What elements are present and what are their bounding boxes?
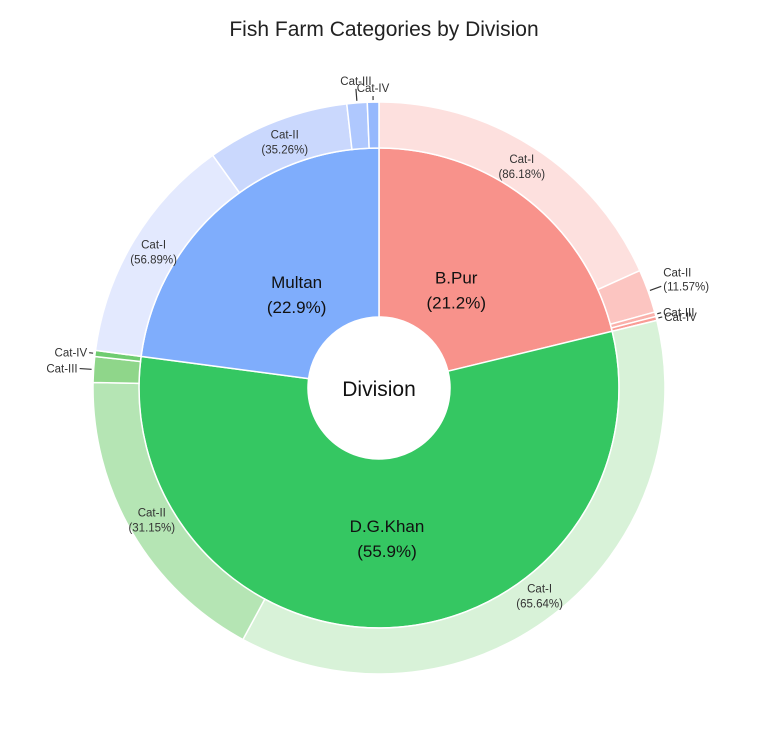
outer-share-multan-cat-i: (56.89%) [130, 255, 177, 267]
inner-label-b-pur: B.Pur [435, 269, 478, 288]
outer-label-d-g-khan-cat-ii: Cat-II [138, 507, 166, 519]
leader-b-pur-cat-iv [658, 316, 663, 319]
outer-share-d-g-khan-cat-ii: (31.15%) [128, 522, 175, 534]
labels: B.Pur (21.2%) Cat-I (86.18%) Cat-II (11.57%) C… [46, 76, 709, 610]
outer-share-b-pur-cat-ii: (11.57%) [663, 281, 709, 293]
inner-label-multan: Multan [271, 273, 322, 292]
outer-label-multan-cat-ii: Cat-II [271, 129, 299, 141]
outer-label-b-pur-cat-ii: Cat-II [663, 267, 691, 279]
inner-percent-b-pur: (21.2%) [426, 294, 486, 313]
inner-percent-d-g-khan: (55.9%) [357, 542, 417, 561]
inner-percent-multan: (22.9%) [267, 298, 327, 317]
outer-ring [92, 101, 666, 675]
outer-label-d-g-khan-cat-iv: Cat-IV [55, 348, 88, 360]
center-hole [308, 317, 450, 459]
leader-b-pur-cat-ii [649, 285, 662, 291]
outer-label-d-g-khan-cat-iii: Cat-III [46, 364, 77, 376]
outer-label-multan-cat-i: Cat-I [141, 240, 166, 252]
leader-multan-cat-iii [355, 88, 358, 101]
leader-d-g-khan-cat-iii [79, 367, 92, 370]
outer-label-b-pur-cat-iv: Cat-IV [664, 312, 697, 324]
outer-share-multan-cat-ii: (35.26%) [261, 144, 308, 156]
chart-title: Fish Farm Categories by Division [229, 18, 539, 41]
outer-label-d-g-khan-cat-i: Cat-I [527, 583, 552, 595]
outer-wedge-multan-cat-iv [366, 101, 380, 149]
outer-share-d-g-khan-cat-i: (65.64%) [516, 598, 563, 610]
outer-label-b-pur-cat-i: Cat-I [509, 154, 534, 166]
inner-ring [138, 147, 620, 629]
leader-b-pur-cat-iii [657, 312, 662, 315]
outer-label-multan-cat-iv: Cat-IV [357, 83, 390, 95]
outer-label-b-pur-cat-iii: Cat-III [663, 308, 694, 320]
outer-share-b-pur-cat-i: (86.18%) [498, 169, 545, 181]
outer-label-multan-cat-iii: Cat-III [340, 76, 371, 88]
leader-lines [79, 88, 663, 370]
center-label: Division [342, 378, 416, 401]
inner-label-d-g-khan: D.G.Khan [350, 517, 425, 536]
